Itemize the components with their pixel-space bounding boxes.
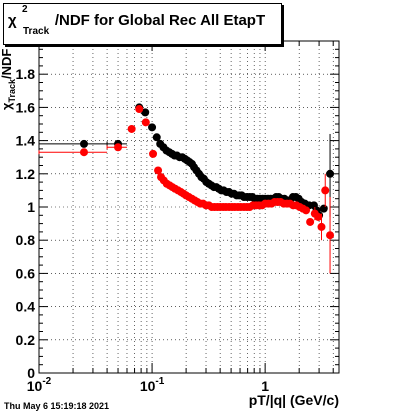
x-tick-label: 10-2 bbox=[27, 376, 52, 394]
data-point bbox=[326, 231, 335, 240]
x-axis-title: pT/|q| (GeV/c) bbox=[249, 392, 339, 408]
data-point bbox=[79, 139, 88, 148]
data-point bbox=[152, 133, 161, 142]
x-tick-label-base: 10 bbox=[140, 378, 156, 394]
x-tick-label: 1 bbox=[261, 378, 269, 394]
data-point bbox=[127, 124, 136, 133]
data-point bbox=[326, 169, 335, 178]
title-text: /NDF for Global Rec All EtapT bbox=[54, 12, 266, 29]
title-box: χ 2 Track /NDF for Global Rec All EtapT bbox=[3, 3, 282, 45]
data-point bbox=[154, 166, 163, 175]
title-subscript: Track bbox=[23, 26, 50, 37]
x-tick-label-exponent: -1 bbox=[155, 376, 164, 387]
x-tick-label: 10-1 bbox=[140, 376, 165, 394]
svg-text:χTrack/NDF: χTrack/NDF bbox=[0, 49, 17, 110]
x-tick-label-exponent: -2 bbox=[42, 376, 51, 387]
x-tick-label-base: 1 bbox=[261, 378, 269, 394]
y-tick-label: 1.2 bbox=[16, 166, 36, 182]
y-tick-label: 1.6 bbox=[16, 99, 36, 115]
series-group-1 bbox=[38, 105, 335, 274]
y-tick-label: 0.6 bbox=[16, 265, 36, 281]
tick-labels: 00.20.40.60.811.21.41.61.810-2 10-1 1 bbox=[16, 66, 270, 394]
data-point bbox=[317, 222, 326, 231]
data-point bbox=[114, 143, 123, 152]
data-point bbox=[141, 118, 150, 127]
timestamp: Thu May 6 15:19:18 2021 bbox=[4, 401, 110, 411]
y-axis-title-sub: Track bbox=[7, 78, 17, 103]
data-point bbox=[319, 204, 328, 213]
data-point bbox=[135, 105, 144, 114]
data-point bbox=[149, 149, 158, 158]
data-point bbox=[314, 212, 323, 221]
x-tick-label-base: 10 bbox=[27, 378, 43, 394]
y-axis-title-rest: /NDF bbox=[0, 49, 14, 79]
data-point bbox=[306, 217, 315, 226]
y-tick-label: 1.4 bbox=[16, 133, 36, 149]
data-series bbox=[38, 103, 335, 274]
data-point bbox=[148, 123, 157, 132]
chart-title: χ 2 Track /NDF for Global Rec All EtapT bbox=[8, 4, 266, 37]
y-tick-label: 0.4 bbox=[16, 299, 36, 315]
y-axis-title-chi: χ bbox=[0, 102, 14, 110]
data-point bbox=[302, 206, 311, 215]
title-superscript: 2 bbox=[22, 4, 28, 15]
y-axis-title: χTrack/NDF bbox=[0, 49, 17, 110]
data-point bbox=[321, 186, 330, 195]
y-tick-label: 1 bbox=[27, 199, 35, 215]
data-point bbox=[141, 108, 150, 117]
data-point bbox=[79, 148, 88, 157]
title-chi: χ bbox=[8, 12, 17, 29]
y-tick-label: 0.2 bbox=[16, 332, 36, 348]
y-tick-label: 0.8 bbox=[16, 232, 36, 248]
y-tick-label: 1.8 bbox=[16, 66, 36, 82]
y-tick-label: 0 bbox=[27, 365, 35, 381]
